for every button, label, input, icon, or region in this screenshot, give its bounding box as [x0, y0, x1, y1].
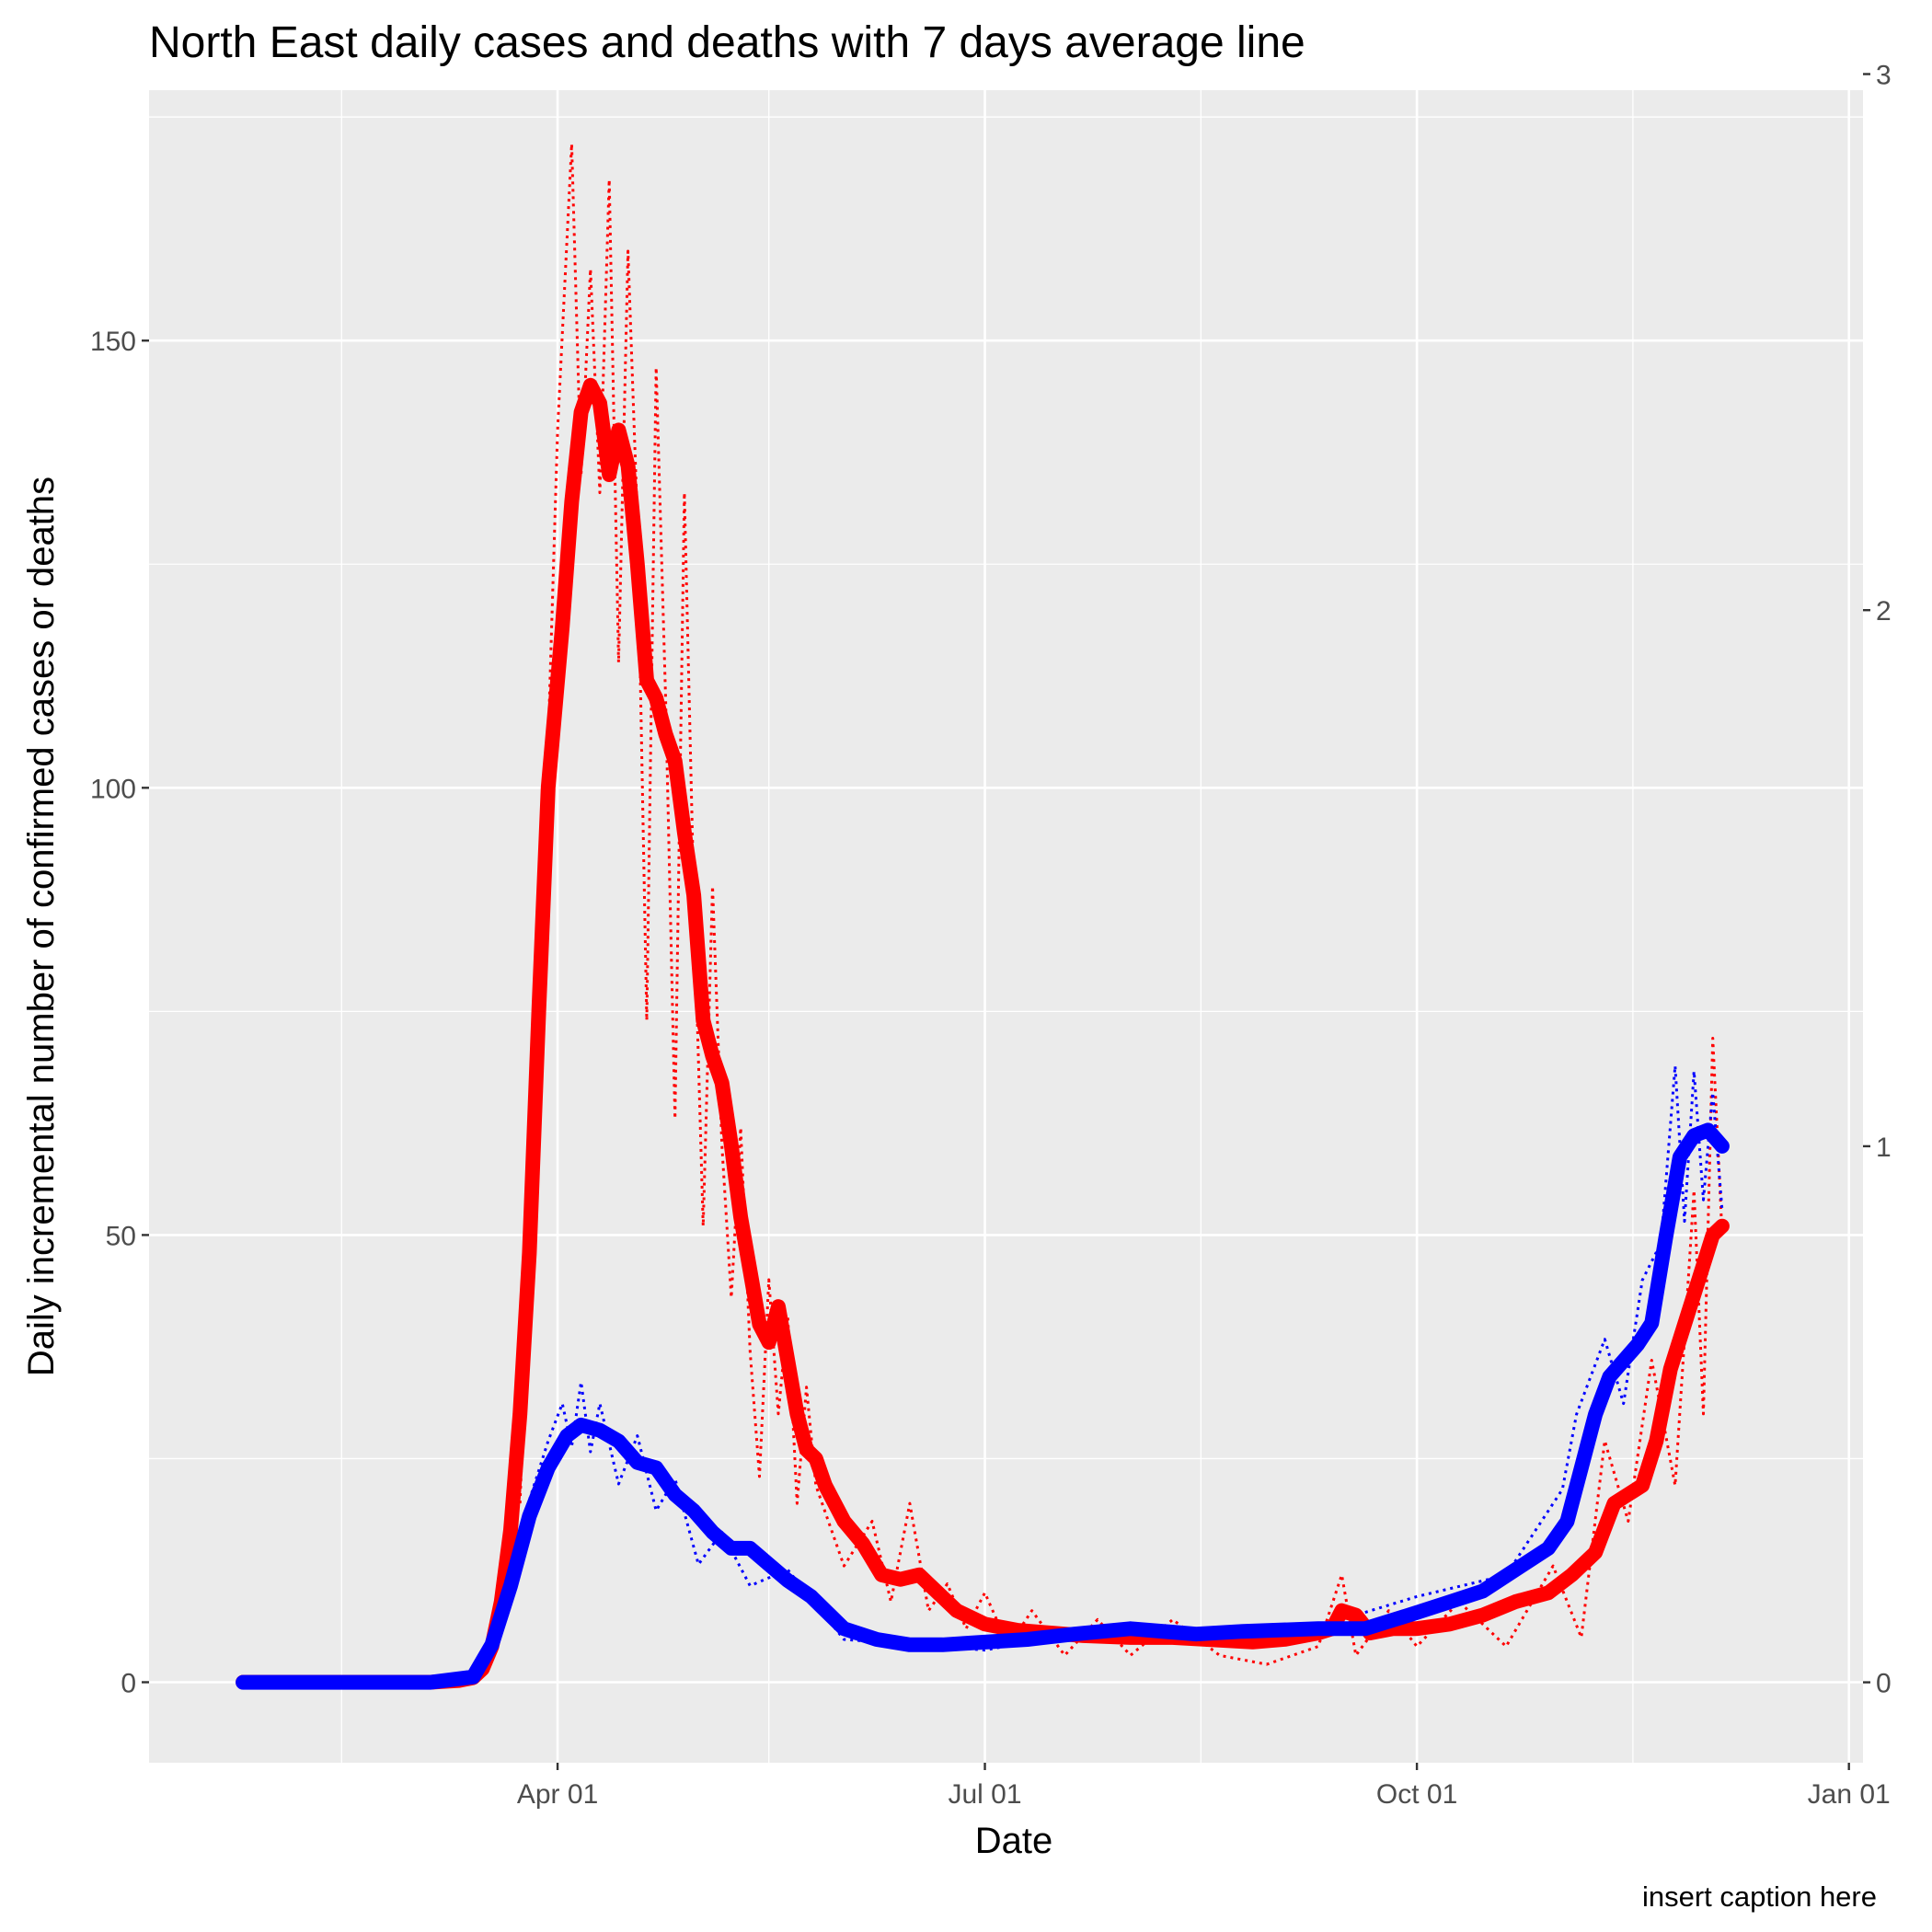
average-line-0 — [236, 377, 1730, 1690]
x-axis-title: Date — [975, 1821, 1053, 1861]
y-right-tick-label: 2 — [1876, 596, 1892, 627]
y-left-tick-label: 100 — [90, 774, 136, 804]
axis-ticks: 0 50 100 150 0 1 2 3 Apr 01 Jul 01 Oct 01 Jan 01 — [90, 61, 1892, 1810]
chart-caption: insert caption here — [1642, 1880, 1877, 1913]
x-tick-label: Jul 01 — [949, 1779, 1022, 1810]
y-right-tick-label: 0 — [1876, 1669, 1892, 1699]
y-right-tick-label: 3 — [1876, 61, 1892, 91]
y-axis-title: Daily incremental number of confirmed ca… — [21, 477, 62, 1376]
x-tick-label: Jan 01 — [1808, 1779, 1891, 1810]
y-left-tick-label: 150 — [90, 327, 136, 357]
daily-line-3 — [527, 1064, 1724, 1652]
average-line-1 — [236, 1122, 1730, 1690]
gridlines — [149, 90, 1863, 1763]
dotted-lines — [518, 142, 1724, 1666]
x-tick-label: Apr 01 — [517, 1779, 598, 1810]
y-left-tick-label: 0 — [121, 1669, 136, 1699]
average-lines — [236, 377, 1730, 1690]
x-tick-label: Oct 01 — [1376, 1779, 1457, 1810]
daily-line-2 — [518, 142, 1724, 1666]
chart-title: North East daily cases and deaths with 7… — [149, 18, 1305, 67]
y-left-tick-label: 50 — [106, 1221, 136, 1251]
y-right-tick-label: 1 — [1876, 1133, 1892, 1163]
